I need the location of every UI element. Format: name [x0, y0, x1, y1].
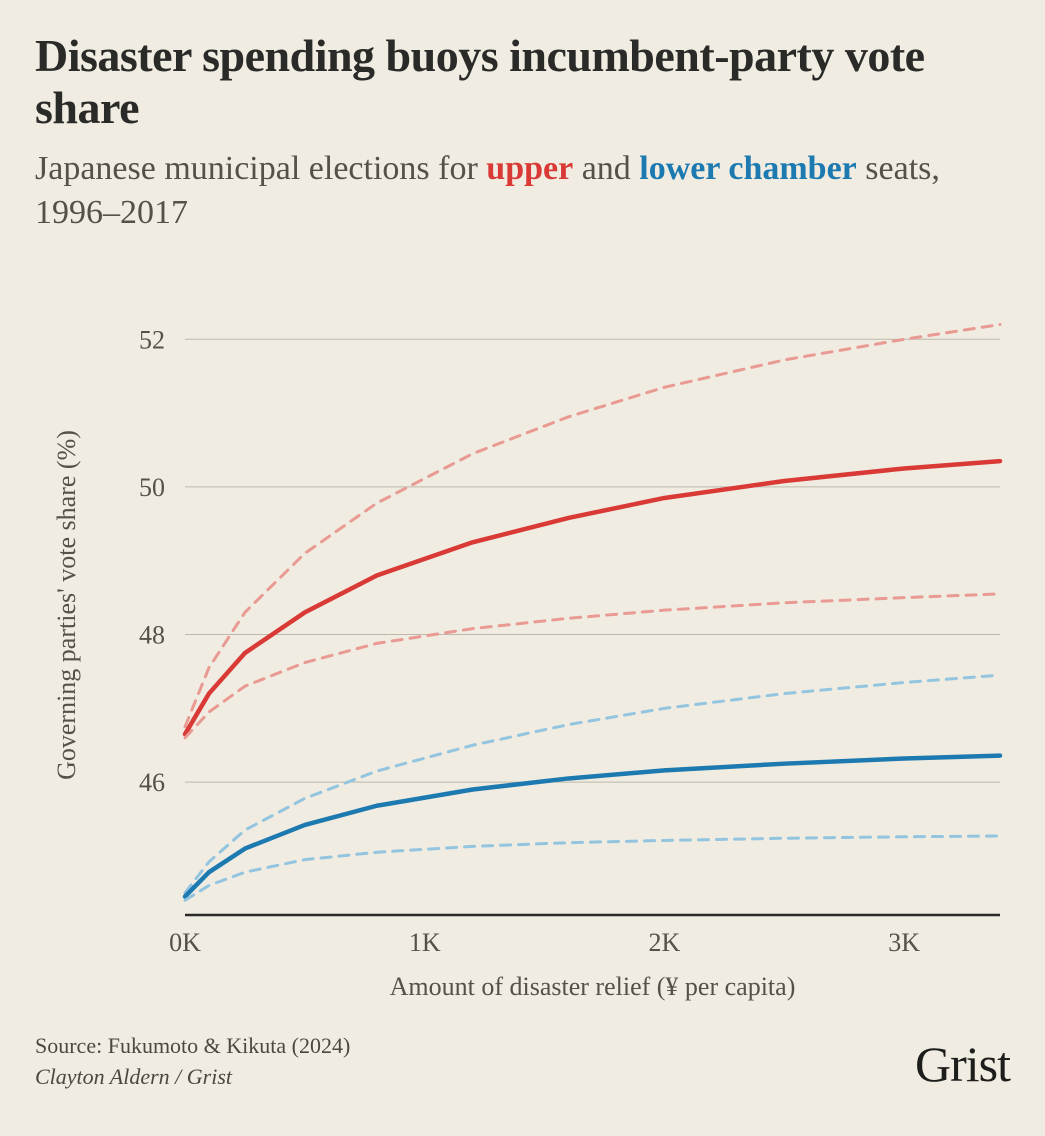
credit-text: Clayton Aldern / Grist: [35, 1062, 350, 1093]
series-lower-ci-low: [185, 836, 1000, 900]
source-text: Source: Fukumoto & Kikuta (2024): [35, 1031, 350, 1062]
line-chart: 46 48 50 52 0K 1K 2K 3K Amount of disaster relie…: [35, 275, 1010, 1015]
subtitle-upper-highlight: upper: [486, 150, 573, 187]
x-tick-label: 1K: [409, 928, 441, 957]
subtitle-mid: and: [573, 150, 639, 187]
y-tick-label: 50: [139, 473, 165, 502]
y-tick-label: 52: [139, 326, 165, 355]
x-tick-label: 2K: [649, 928, 681, 957]
chart-container: 46 48 50 52 0K 1K 2K 3K Amount of disaster relie…: [35, 275, 1010, 1015]
y-axis-title: Governing parties' vote share (%): [52, 431, 81, 781]
chart-footer: Source: Fukumoto & Kikuta (2024) Clayton…: [35, 1031, 1010, 1093]
series-upper-ci-low: [185, 594, 1000, 738]
grist-logo: Grist: [915, 1035, 1010, 1093]
x-tick-label: 3K: [888, 928, 920, 957]
x-tick-label: 0K: [169, 928, 201, 957]
series-lower-mean: [185, 756, 1000, 897]
subtitle-pre: Japanese municipal elections for: [35, 150, 486, 187]
series-upper-ci-high: [185, 325, 1000, 727]
y-tick-label: 46: [139, 769, 165, 798]
y-tick-label: 48: [139, 621, 165, 650]
x-axis-title: Amount of disaster relief (¥ per capita): [390, 972, 796, 1001]
subtitle-lower-highlight: lower chamber: [639, 150, 856, 187]
chart-title: Disaster spending buoys incumbent-party …: [35, 30, 1010, 133]
chart-subtitle: Japanese municipal elections for upper a…: [35, 147, 1010, 235]
